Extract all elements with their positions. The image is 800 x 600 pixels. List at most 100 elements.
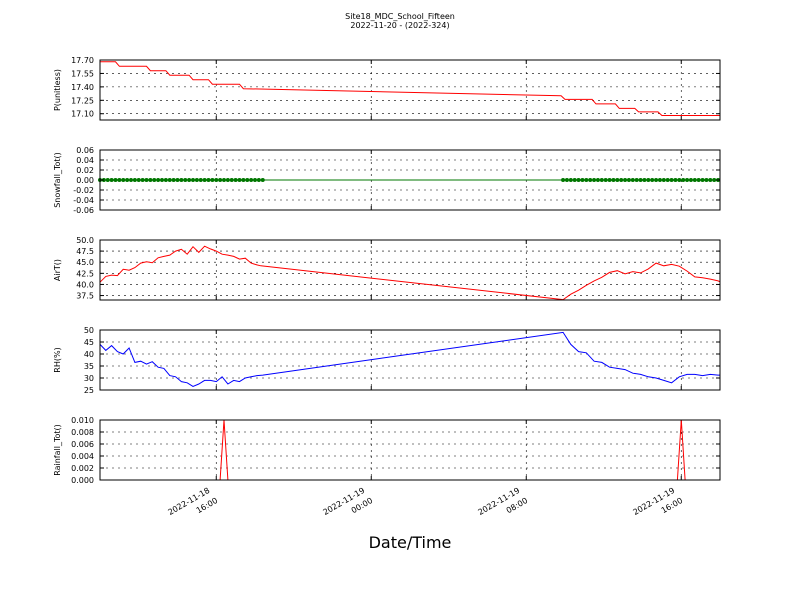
chart-title: Site18_MDC_School_Fifteen (345, 12, 455, 21)
data-point (626, 178, 631, 182)
y-tick-label: 17.10 (71, 110, 94, 119)
data-point (564, 178, 569, 182)
data-point (175, 178, 180, 182)
data-point (677, 178, 682, 182)
y-tick-label: 40.0 (76, 280, 94, 289)
x-axis-label: Date/Time (368, 533, 452, 552)
data-point (634, 178, 639, 182)
panel-frame (99, 239, 721, 301)
data-point (245, 178, 250, 182)
data-point (191, 178, 195, 182)
data-point (638, 178, 643, 182)
panel-2: 50.0 47.5 45.0 42.5 40.0 37.5 AirT() (53, 236, 721, 301)
data-point (260, 178, 265, 182)
data-point (214, 178, 219, 182)
y-tick-label: 0.00 (76, 176, 94, 185)
y-tick-label: 45.0 (76, 258, 94, 267)
y-tick-label: 17.40 (71, 83, 94, 92)
data-point (148, 178, 153, 182)
data-point (222, 178, 226, 182)
data-point (237, 178, 242, 182)
y-tick-label: 0.04 (76, 156, 94, 165)
data-point (198, 178, 203, 182)
data-point (241, 178, 246, 182)
series-line-3 (99, 331, 720, 387)
data-point (650, 178, 655, 182)
data-point (160, 178, 164, 182)
data-point (156, 178, 161, 182)
data-point (588, 178, 593, 182)
series-line-2 (99, 245, 721, 301)
data-point (607, 178, 612, 182)
data-point (696, 178, 701, 182)
data-point (206, 178, 211, 182)
data-point (183, 178, 188, 182)
data-point (619, 178, 624, 182)
data-point (194, 178, 199, 182)
data-point (665, 178, 670, 182)
panel-frame (99, 59, 721, 121)
data-point (568, 178, 573, 182)
panel-4: 0.010 0.008 0.006 0.004 0.002 0.000 Rainfall_T… (53, 416, 721, 485)
data-point (603, 178, 608, 182)
y-axis-label: Rainfall_Tot() (53, 424, 62, 476)
data-point (561, 178, 566, 182)
y-tick-label: 25 (84, 386, 94, 395)
data-point (599, 178, 604, 182)
data-point (685, 178, 690, 182)
y-tick-label: -0.04 (73, 196, 94, 205)
y-tick-label: 0.008 (71, 428, 94, 437)
y-tick-label: 50 (84, 326, 94, 335)
data-point (630, 178, 635, 182)
data-point (152, 178, 157, 182)
data-point (646, 178, 651, 182)
data-point (179, 178, 184, 182)
data-point (572, 178, 577, 182)
y-tick-label: 0.000 (71, 476, 94, 485)
data-point (253, 178, 257, 182)
data-point (623, 178, 628, 182)
data-point (121, 178, 126, 182)
data-point (233, 178, 238, 182)
data-point (580, 178, 585, 182)
y-tick-label: 30 (84, 374, 94, 383)
data-point (105, 178, 110, 182)
data-point (700, 178, 705, 182)
data-point (704, 178, 709, 182)
data-point (113, 178, 118, 182)
data-point (692, 178, 697, 182)
y-tick-label: 45 (84, 338, 94, 347)
data-point (132, 178, 137, 182)
data-point (163, 178, 168, 182)
y-tick-label: 42.5 (76, 269, 94, 278)
y-axis-label: RH(%) (53, 347, 62, 372)
data-point (657, 178, 662, 182)
data-point (109, 178, 114, 182)
data-point (129, 178, 133, 182)
y-tick-label: 17.70 (71, 56, 94, 65)
panel-frame (99, 419, 721, 481)
data-point (654, 178, 659, 182)
y-axis-label: AirT() (53, 259, 62, 281)
data-point (117, 178, 122, 182)
y-tick-label: 50.0 (76, 236, 94, 245)
panel-frame (99, 329, 721, 391)
y-tick-label: 35 (84, 362, 94, 371)
data-point (144, 178, 149, 182)
y-tick-label: 0.010 (71, 416, 94, 425)
data-point (688, 178, 693, 182)
data-point (210, 178, 215, 182)
data-point (167, 178, 172, 182)
y-tick-label: 40 (84, 350, 94, 359)
data-point (249, 178, 254, 182)
data-point (611, 178, 616, 182)
data-point (136, 178, 141, 182)
data-point (187, 178, 192, 182)
data-point (673, 178, 678, 182)
data-point (140, 178, 145, 182)
y-tick-label: 37.5 (76, 292, 94, 301)
data-point (125, 178, 130, 182)
panel-3: 50 45 40 35 30 25 RH(%) (53, 326, 721, 395)
chart-subtitle: 2022-11-20 - (2022-324) (350, 21, 450, 30)
